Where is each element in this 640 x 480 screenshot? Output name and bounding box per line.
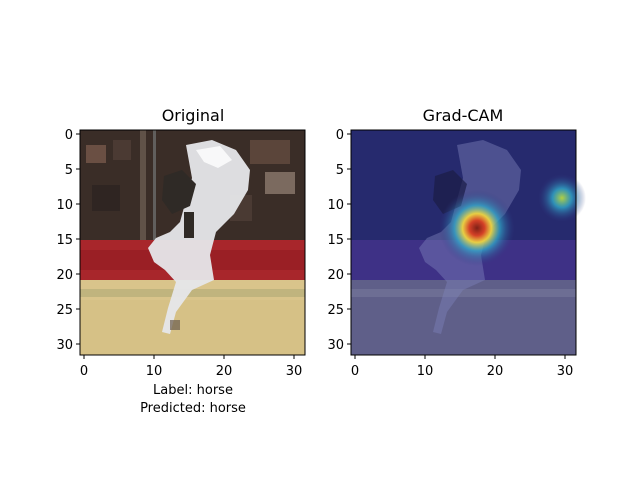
panel-title-original: Original <box>162 106 225 125</box>
original-image <box>80 130 305 355</box>
gradcam-image <box>351 130 586 355</box>
original-y-tick-25: 25 <box>56 303 73 318</box>
panel-title-gradcam: Grad-CAM <box>423 106 504 125</box>
original-y-tick-10: 10 <box>56 198 73 213</box>
original-x-tick-10: 10 <box>146 364 163 379</box>
original-y-tick-20: 20 <box>56 268 73 283</box>
original-y-tick-0: 0 <box>65 128 73 143</box>
gradcam-y-ticks: 0 5 10 15 20 25 30 <box>327 128 351 353</box>
gradcam-y-tick-10: 10 <box>327 198 344 213</box>
original-y-tick-15: 15 <box>56 233 73 248</box>
original-x-tick-20: 20 <box>216 364 233 379</box>
gradcam-y-tick-20: 20 <box>327 268 344 283</box>
original-y-ticks: 0 5 10 15 20 25 30 <box>56 128 80 353</box>
gradcam-y-tick-25: 25 <box>327 303 344 318</box>
gradcam-x-tick-20: 20 <box>487 364 504 379</box>
caption-label: Label: horse <box>153 383 233 398</box>
gradcam-x-tick-30: 30 <box>557 364 574 379</box>
panel-original: Original <box>56 106 306 416</box>
original-x-tick-30: 30 <box>286 364 303 379</box>
gradcam-x-tick-10: 10 <box>417 364 434 379</box>
gradcam-y-tick-30: 30 <box>327 338 344 353</box>
panel-gradcam: Grad-CAM <box>327 106 586 379</box>
gradcam-y-tick-0: 0 <box>336 128 344 143</box>
gradcam-y-tick-5: 5 <box>336 163 344 178</box>
original-axes-frame <box>79 129 306 356</box>
original-y-tick-30: 30 <box>56 338 73 353</box>
original-x-tick-0: 0 <box>80 364 88 379</box>
caption-predicted: Predicted: horse <box>140 401 246 416</box>
gradcam-x-tick-0: 0 <box>351 364 359 379</box>
original-y-tick-5: 5 <box>65 163 73 178</box>
original-x-ticks: 0 10 20 30 <box>80 355 302 379</box>
gradcam-y-tick-15: 15 <box>327 233 344 248</box>
gradcam-axes-frame <box>350 129 577 356</box>
gradcam-x-ticks: 0 10 20 30 <box>351 355 573 379</box>
